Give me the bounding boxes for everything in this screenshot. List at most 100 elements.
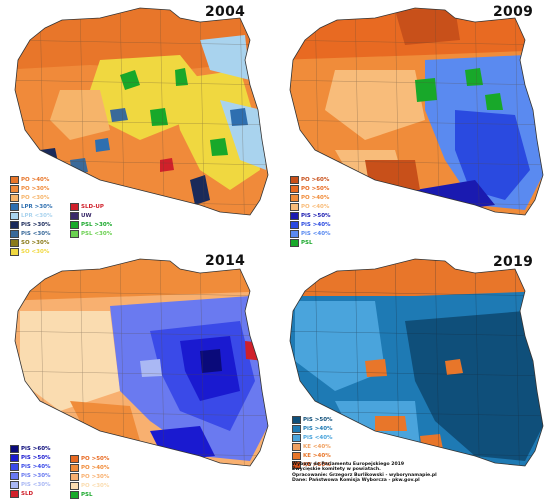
legend-label: PO >30%	[81, 474, 110, 480]
legend-swatch	[292, 425, 301, 433]
legend-swatch	[290, 239, 299, 247]
legend-swatch	[10, 230, 19, 238]
legend-item: PSL <30%	[70, 230, 112, 238]
legend-swatch	[10, 239, 19, 247]
legend-item: PiS <30%	[10, 230, 52, 238]
legend-swatch	[290, 176, 299, 184]
legend-label: UW	[81, 213, 92, 219]
legend-swatch	[10, 248, 19, 256]
legend-label: PiS >30%	[21, 222, 51, 228]
legend-swatch	[10, 454, 19, 462]
legend-item: PSL	[70, 491, 109, 499]
legend-swatch	[10, 445, 19, 453]
legend-item: KE <40%	[292, 443, 333, 451]
legend-label: PiS >50%	[301, 213, 331, 219]
legend-swatch	[290, 203, 299, 211]
legend-swatch	[70, 230, 79, 238]
legend-item: PO >40%	[290, 194, 331, 202]
legend-swatch	[10, 472, 19, 480]
legend-item: SO <30%	[10, 248, 52, 256]
legend-item: PO >60%	[290, 176, 331, 184]
legend-swatch	[70, 491, 79, 499]
legend-item: PSL	[290, 239, 331, 247]
legend-item: PO <40%	[290, 203, 331, 211]
legend-swatch	[290, 194, 299, 202]
legend-label: PSL >30%	[81, 222, 113, 228]
legend-swatch	[292, 443, 301, 451]
legend-label: PO >40%	[21, 177, 50, 183]
poland-map-2009	[289, 7, 544, 216]
legend-item: PiS >40%	[292, 425, 333, 433]
legend-label: PO <40%	[301, 204, 330, 210]
legend-swatch	[290, 212, 299, 220]
legend: PiS >50% PiS >40% PiS <40% KE <40% KE >40% KE…	[292, 416, 333, 470]
legend-swatch	[70, 203, 79, 211]
legend-swatch	[70, 221, 79, 229]
legend-item: PO <30%	[70, 482, 109, 490]
legend-item: KE >50%	[292, 461, 333, 469]
legend-swatch	[290, 185, 299, 193]
map-panel-2004: 2004 PO >40% PO >30% PO <30% LPR >30% LPR <3…	[0, 0, 275, 256]
legend-label: PiS <40%	[303, 435, 333, 441]
credit-line: Wybory do Parlamentu Europejskiego 2019	[292, 462, 405, 467]
legend-item: PiS >50%	[290, 212, 331, 220]
legend-label: KE <40%	[303, 444, 331, 450]
poland-map-2019	[289, 258, 544, 467]
legend-item: PiS >30%	[10, 472, 51, 480]
legend-item: SLD-UP	[70, 203, 112, 211]
legend: PiS >60% PiS >50% PiS >40% PiS >30% PiS <30%…	[10, 445, 51, 499]
legend-swatch	[292, 461, 301, 469]
legend-item: PiS >50%	[292, 416, 333, 424]
map-panel-2019: 2019 PiS >50% PiS >40% PiS <40% KE <40% KE >…	[275, 251, 550, 502]
legend-label: PO >30%	[21, 186, 50, 192]
legend-item: PO >40%	[70, 464, 109, 472]
legend-label: KE >50%	[303, 462, 331, 468]
legend-item: PSL >30%	[70, 221, 112, 229]
legend-item: LPR <30%	[10, 212, 52, 220]
legend-label: PSL	[301, 240, 313, 246]
legend-swatch	[10, 185, 19, 193]
legend-item: PO >30%	[70, 473, 109, 481]
legend-item: PO >40%	[10, 176, 52, 184]
legend-label: PO >50%	[81, 456, 110, 462]
legend-item: KE >40%	[292, 452, 333, 460]
legend-swatch	[290, 221, 299, 229]
legend-label: SLD-UP	[81, 204, 104, 210]
legend-swatch	[70, 212, 79, 220]
legend-swatch	[292, 434, 301, 442]
legend-label: PiS >50%	[303, 417, 333, 423]
legend-label: KE >40%	[303, 453, 331, 459]
legend-label: PO >60%	[301, 177, 330, 183]
legend-swatch	[290, 230, 299, 238]
legend-item: PiS >60%	[10, 445, 51, 453]
legend: PO >50% PO >40% PO >30% PO <30% PSL	[70, 455, 109, 500]
legend-swatch	[10, 490, 19, 498]
legend-item: PiS <30%	[10, 481, 51, 489]
legend-swatch	[10, 481, 19, 489]
legend-swatch	[292, 416, 301, 424]
legend-label: PSL <30%	[81, 231, 113, 237]
legend-swatch	[70, 482, 79, 490]
legend-item: PO >50%	[70, 455, 109, 463]
legend-item: PO >50%	[290, 185, 331, 193]
legend-swatch	[10, 176, 19, 184]
year-title: 2014	[205, 253, 246, 269]
legend-item: PiS >30%	[10, 221, 52, 229]
poland-map-2014	[14, 258, 269, 467]
legend: PO >40% PO >30% PO <30% LPR >30% LPR <30% PiS…	[10, 176, 52, 257]
legend-item: PiS >40%	[290, 221, 331, 229]
legend-label: PiS <40%	[301, 231, 331, 237]
legend-item: UW	[70, 212, 112, 220]
legend: SLD-UP UW PSL >30% PSL <30%	[70, 203, 112, 239]
legend: PO >60% PO >50% PO >40% PO <40% PiS >50% PiS …	[290, 176, 331, 248]
year-title: 2004	[205, 4, 246, 20]
legend-label: PSL	[81, 492, 93, 498]
legend-swatch	[10, 194, 19, 202]
legend-swatch	[70, 473, 79, 481]
legend-label: PO >50%	[301, 186, 330, 192]
legend-label: PiS >40%	[303, 426, 333, 432]
legend-label: PiS >40%	[301, 222, 331, 228]
legend-label: PO >40%	[81, 465, 110, 471]
credit-line: Zwycięskie komitety w powiatach.	[292, 467, 381, 473]
legend-item: PO <30%	[10, 194, 52, 202]
